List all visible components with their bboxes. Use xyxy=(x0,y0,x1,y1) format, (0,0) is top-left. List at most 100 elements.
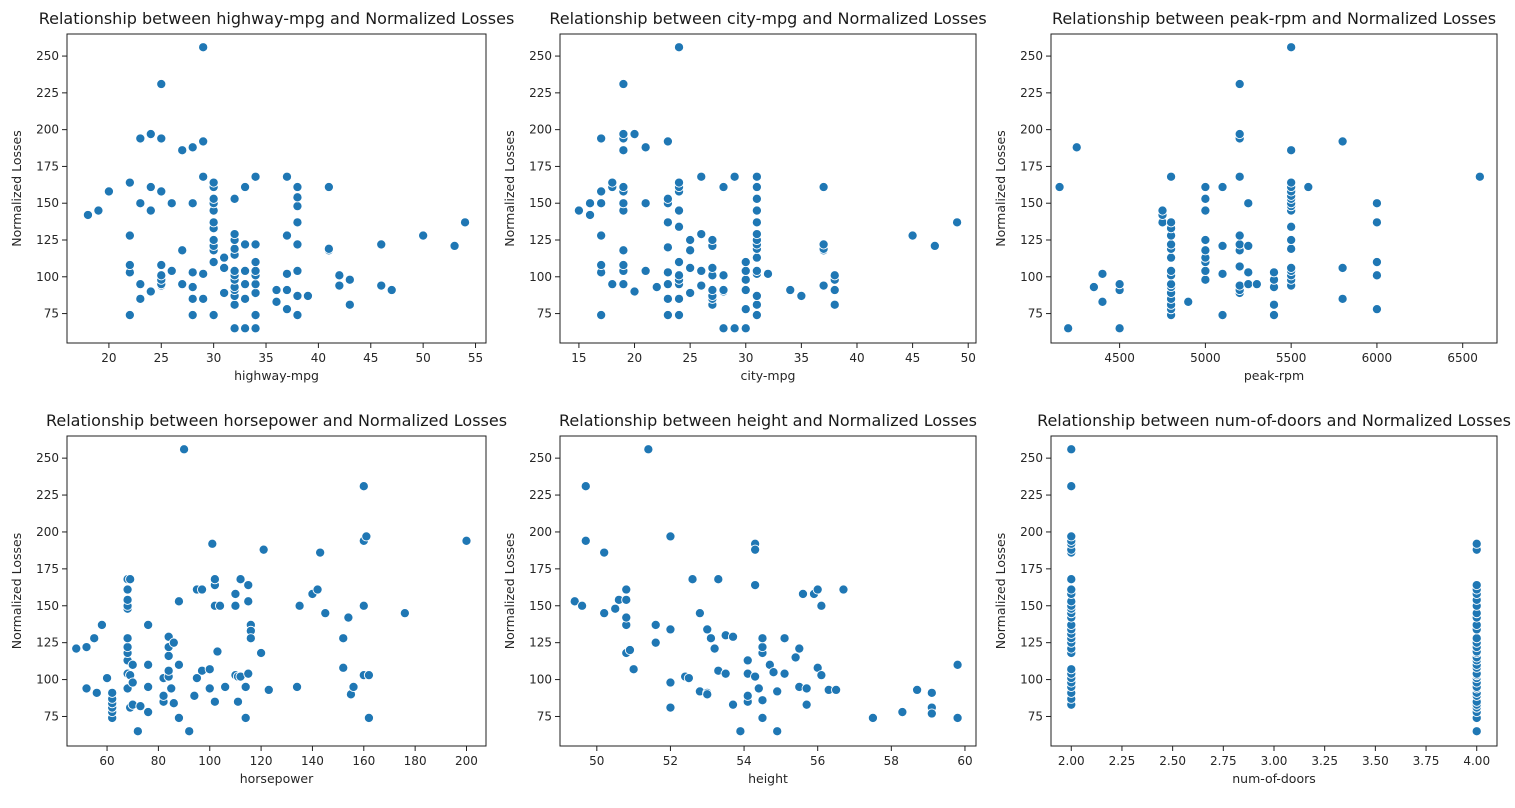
y-tick-label: 100 xyxy=(529,673,552,687)
data-point xyxy=(1243,267,1254,278)
x-tick-label: 40 xyxy=(849,351,864,365)
x-tick-label: 56 xyxy=(810,754,825,768)
data-point xyxy=(127,677,138,688)
data-point xyxy=(1166,239,1177,250)
subplot-6: Relationship between num-of-doors and No… xyxy=(993,411,1511,786)
data-point xyxy=(1200,234,1211,246)
data-point xyxy=(281,230,293,241)
data-point xyxy=(323,243,334,254)
data-point xyxy=(292,290,303,301)
data-point xyxy=(302,290,313,301)
data-point xyxy=(338,662,349,673)
data-point xyxy=(573,205,584,216)
x-tick-label: 35 xyxy=(794,351,809,365)
data-point xyxy=(258,544,269,555)
y-tick-label: 150 xyxy=(36,599,59,613)
y-tick-label: 125 xyxy=(1020,636,1043,650)
data-point xyxy=(1471,633,1482,644)
data-point xyxy=(665,624,676,635)
data-point xyxy=(93,205,104,216)
subplot-2: Relationship between city-mpg and Normal… xyxy=(502,9,987,383)
data-point xyxy=(740,257,751,268)
y-tick-label: 150 xyxy=(1020,599,1043,613)
data-point xyxy=(143,706,154,718)
data-point xyxy=(91,687,102,698)
data-point xyxy=(344,274,355,285)
x-tick-label: 25 xyxy=(154,351,169,365)
data-point xyxy=(673,221,685,232)
data-point xyxy=(208,234,219,246)
data-point xyxy=(1337,136,1348,147)
y-axis-label: Normalized Losses xyxy=(9,130,24,246)
data-point xyxy=(1371,270,1382,281)
data-point xyxy=(344,299,355,310)
x-tick-label: 45 xyxy=(905,351,920,365)
data-point xyxy=(82,209,93,221)
data-point xyxy=(685,287,696,299)
y-tick-label: 225 xyxy=(1020,86,1043,100)
data-point xyxy=(816,670,827,681)
data-point xyxy=(1234,280,1245,291)
data-point xyxy=(240,265,251,276)
data-point xyxy=(122,594,133,605)
data-point xyxy=(801,699,812,710)
x-tick-label: 52 xyxy=(663,754,678,768)
data-point xyxy=(207,538,218,549)
data-point xyxy=(220,681,231,693)
data-point xyxy=(449,240,460,251)
data-point xyxy=(1088,282,1099,293)
data-point xyxy=(1234,261,1245,272)
data-point xyxy=(1303,181,1314,193)
data-point xyxy=(250,265,261,276)
data-point xyxy=(1371,257,1382,268)
x-tick-label: 54 xyxy=(736,754,751,768)
data-point xyxy=(665,677,676,688)
y-tick-label: 200 xyxy=(1020,123,1043,137)
data-point xyxy=(250,287,261,299)
data-point xyxy=(1200,205,1211,216)
data-point xyxy=(628,664,639,675)
data-point xyxy=(1371,198,1382,209)
y-tick-label: 250 xyxy=(36,49,59,63)
data-point xyxy=(1217,181,1228,193)
data-point xyxy=(81,683,92,694)
data-point xyxy=(596,198,607,209)
data-point xyxy=(751,309,762,321)
data-point xyxy=(740,323,751,334)
data-point xyxy=(177,145,188,156)
data-point xyxy=(785,284,796,296)
x-tick-label: 50 xyxy=(961,351,976,365)
data-point xyxy=(596,259,607,271)
data-point xyxy=(214,600,226,611)
data-point xyxy=(1243,198,1254,209)
data-point xyxy=(1217,309,1228,321)
data-point xyxy=(240,181,251,193)
data-point xyxy=(135,279,146,290)
data-point xyxy=(1217,240,1228,251)
y-tick-label: 100 xyxy=(36,673,59,687)
x-tick-label: 55 xyxy=(468,351,483,365)
data-point xyxy=(779,633,790,644)
data-point xyxy=(399,608,410,619)
data-point xyxy=(707,284,718,296)
x-tick-label: 5000 xyxy=(1190,351,1221,365)
x-tick-label: 50 xyxy=(416,351,431,365)
data-point xyxy=(212,646,223,657)
data-point xyxy=(208,177,219,188)
x-tick-label: 60 xyxy=(957,754,972,768)
data-point xyxy=(361,531,372,542)
data-point xyxy=(753,683,764,694)
data-point xyxy=(751,171,762,182)
data-point xyxy=(1066,664,1077,675)
data-point xyxy=(143,659,154,670)
data-point xyxy=(292,239,303,250)
data-point xyxy=(1286,221,1297,232)
chart-title: Relationship between num-of-doors and No… xyxy=(1037,411,1511,430)
y-tick-label: 100 xyxy=(529,270,552,284)
data-point xyxy=(629,129,640,140)
data-point xyxy=(1157,205,1168,216)
x-tick-label: 6000 xyxy=(1362,351,1393,365)
y-tick-label: 175 xyxy=(529,562,552,576)
data-point xyxy=(1063,323,1074,334)
data-point xyxy=(651,282,662,293)
